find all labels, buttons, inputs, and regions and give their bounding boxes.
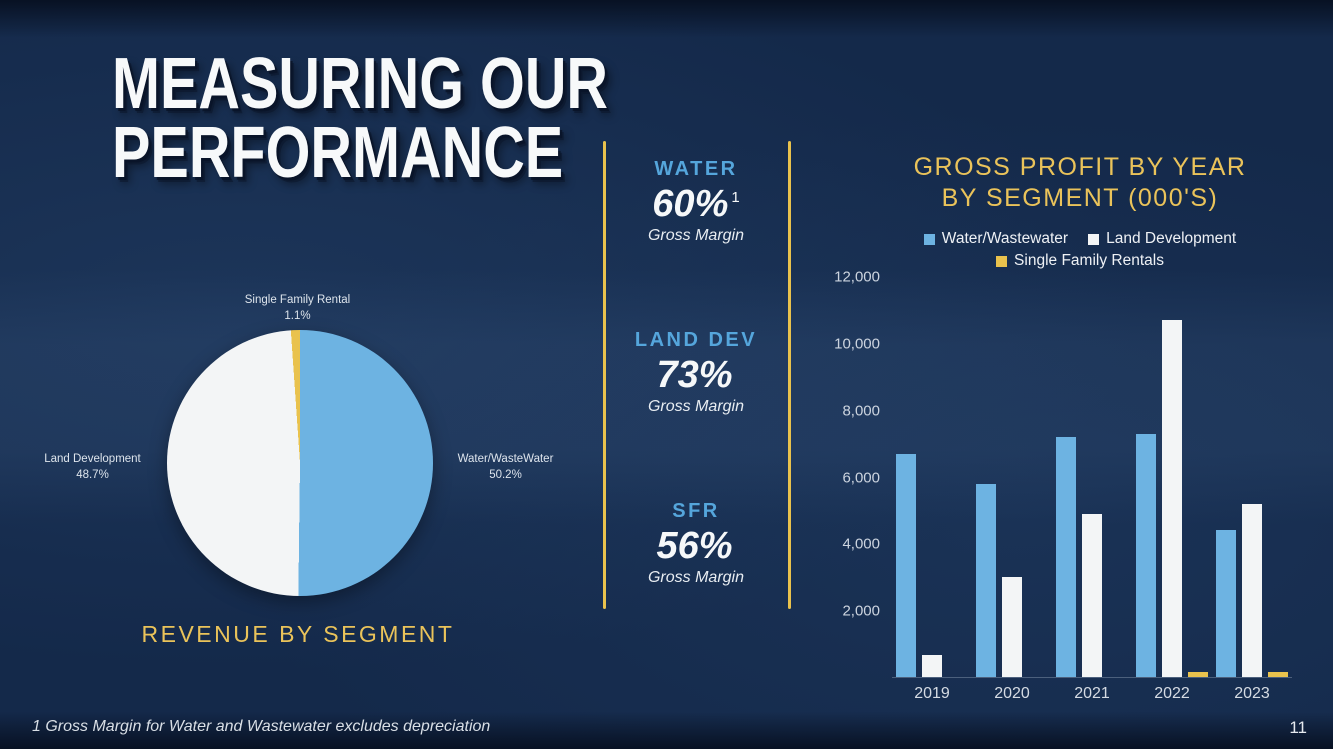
pie-slice-label: Single Family Rental — [244, 294, 351, 306]
stat-value: 60% 1 — [606, 183, 786, 225]
stat-label: Gross Margin — [647, 568, 745, 586]
stat-superscript: 1 — [731, 189, 740, 207]
legend-item: Land Development — [1088, 230, 1236, 248]
bar-chart-title-line-1: GROSS PROFIT BY YEAR — [913, 153, 1247, 181]
legend-swatch — [996, 255, 1008, 267]
pie-label-land-development: Land Development 48.7% — [25, 452, 160, 483]
bar — [896, 453, 916, 677]
bar-cluster — [1136, 277, 1208, 677]
stat-segment-name: LAND DEV — [634, 328, 758, 351]
stat-segment-name: WATER — [654, 158, 738, 180]
y-axis-tick-label: 8,000 — [842, 402, 880, 420]
bar — [976, 483, 996, 677]
y-axis-tick-label: 12,000 — [834, 268, 880, 286]
stat-water: WATER 60% 1 Gross Margin — [606, 158, 786, 245]
vertical-divider-right — [788, 141, 791, 609]
title-line-1: MEASURING OUR — [112, 44, 609, 124]
bar-group-2023: 2023 — [1212, 277, 1292, 702]
gross-margin-stats: WATER 60% 1 Gross Margin LAND DEV 73% Gro… — [606, 158, 786, 587]
bar-cluster — [1216, 277, 1288, 677]
stat-sfr: SFR 56% Gross Margin — [606, 500, 786, 587]
stat-value: 56% — [606, 524, 786, 567]
bar — [1162, 320, 1182, 677]
bar-group-2020: 2020 — [972, 277, 1052, 702]
legend-swatch — [1088, 233, 1100, 245]
legend-item: Water/Wastewater — [923, 230, 1069, 248]
bar — [1002, 577, 1022, 677]
bar-group-2022: 2022 — [1132, 277, 1212, 702]
bar-group-2019: 2019 — [892, 277, 972, 702]
slide-title: MEASURING OUR PERFORMANCE — [112, 44, 609, 194]
title-line-2: PERFORMANCE — [112, 113, 564, 194]
legend-swatch — [923, 233, 935, 245]
pie-slice-pct: 1.1% — [284, 309, 311, 322]
bar-cluster — [1056, 277, 1128, 677]
stat-value: 73% — [606, 353, 786, 396]
bar — [1082, 513, 1102, 677]
y-axis-tick-label: 2,000 — [842, 602, 880, 620]
x-axis-label: 2020 — [994, 685, 1030, 702]
legend-label: Water/Wastewater — [941, 230, 1069, 247]
bar — [1056, 437, 1076, 677]
bar-chart-title-line-2: BY SEGMENT (000'S) — [941, 183, 1219, 212]
bar — [1242, 503, 1262, 677]
y-axis-tick-label: 6,000 — [842, 469, 880, 486]
y-axis: 12,000 10,000 8,000 6,000 4,000 2,000 — [812, 269, 886, 678]
footnote: 1 Gross Margin for Water and Wastewater … — [32, 718, 491, 735]
pie-label-water-wastewater: Water/WasteWater 50.2% — [438, 452, 573, 483]
pie-chart-title: REVENUE BY SEGMENT — [141, 621, 455, 647]
legend-label: Land Development — [1106, 230, 1237, 247]
bar — [1268, 672, 1288, 677]
bar-cluster — [976, 277, 1048, 677]
pie-slice-label: Land Development — [44, 453, 141, 465]
x-axis-label: 2022 — [1154, 685, 1190, 702]
x-axis-label: 2019 — [914, 685, 950, 702]
bar-chart-plot-area: 12,000 10,000 8,000 6,000 4,000 2,000 2019 202… — [812, 269, 1292, 702]
pie-label-single-family-rental: Single Family Rental 1.1% — [190, 293, 405, 324]
stat-value-text: 60% — [652, 183, 729, 225]
y-axis-tick-label: 4,000 — [842, 535, 880, 553]
stat-label: Gross Margin — [647, 397, 745, 415]
bar-chart-plot: 2019 2020 2021 2022 2023 — [892, 277, 1292, 702]
bar-chart-legend: Water/Wastewater Land Development Single F… — [868, 230, 1292, 270]
stat-segment-name: SFR — [672, 499, 720, 522]
y-axis-tick-label: 10,000 — [834, 335, 880, 353]
bar-cluster — [896, 277, 968, 677]
legend-label: Single Family Rentals — [1014, 252, 1164, 269]
bar — [1216, 530, 1236, 677]
x-axis-label: 2021 — [1074, 685, 1110, 702]
legend-item: Single Family Rentals — [996, 252, 1164, 270]
revenue-pie-chart — [167, 330, 433, 596]
pie-slice-pct: 50.2% — [489, 468, 522, 481]
stat-land-dev: LAND DEV 73% Gross Margin — [606, 329, 786, 416]
vertical-divider-left — [603, 141, 606, 609]
x-axis-label: 2023 — [1234, 685, 1270, 702]
bar — [1136, 433, 1156, 677]
pie-slice-pct: 48.7% — [76, 468, 109, 481]
page-number: 11 — [1289, 718, 1307, 737]
bar — [922, 655, 942, 677]
bar — [1188, 672, 1208, 677]
stat-value-text: 56% — [656, 524, 733, 567]
bar-group-2021: 2021 — [1052, 277, 1132, 702]
bar-chart-title: GROSS PROFIT BY YEAR BY SEGMENT (000'S) — [868, 152, 1292, 213]
stat-label: Gross Margin — [647, 226, 745, 244]
pie-slice-label: Water/WasteWater — [457, 453, 554, 465]
stat-value-text: 73% — [656, 353, 733, 396]
